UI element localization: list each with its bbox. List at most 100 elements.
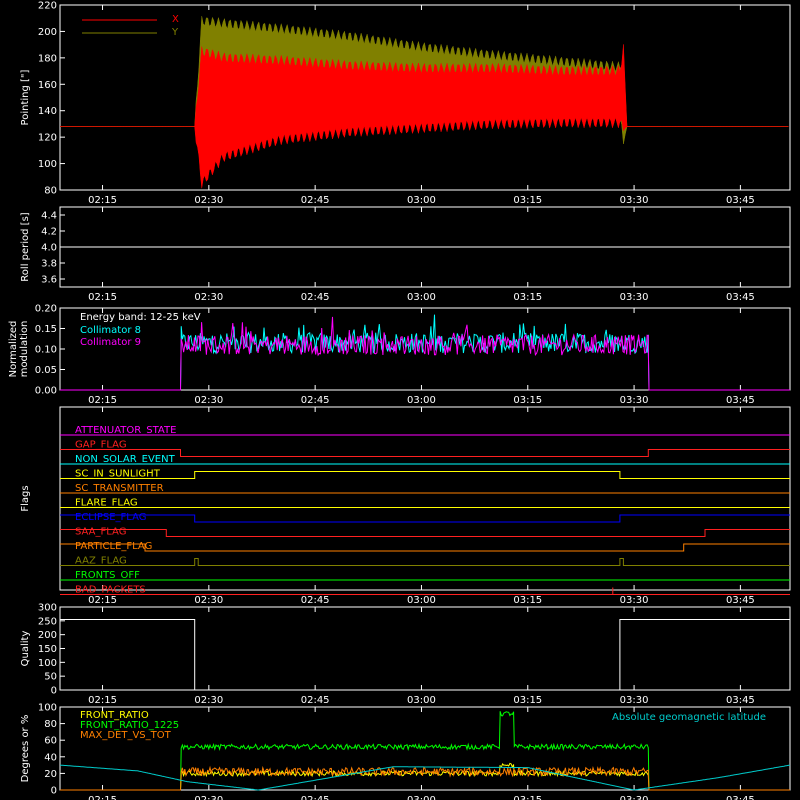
y-tick-label: 0.15 [35,324,57,335]
y-tick-label: 0 [51,786,57,797]
flag-line-bad_packets [60,587,790,595]
x-tick-label: 03:45 [726,395,755,406]
x-tick-label: 03:30 [620,795,649,800]
y-tick-label: 120 [38,133,57,144]
legend-label: Collimator 8 [80,325,141,336]
x-tick-label: 02:15 [88,695,117,706]
annotation-energy-band: Energy band: 12-25 keV [80,312,201,323]
x-tick-label: 03:45 [726,195,755,206]
panel-6: 02:15 02:30 02:45 03:00 03:15 03:30 03:45 Degre… [20,703,791,800]
x-tick-label: 02:30 [194,695,223,706]
y-tick-label: 180 [38,53,57,64]
flag-label: NON_SOLAR_EVENT [75,454,176,465]
y-tick-label: 3.8 [41,259,57,270]
x-tick-label: 03:45 [726,695,755,706]
panel-3: 02:15 02:30 02:45 03:00 03:15 03:30 03:45 Norma… [8,304,791,406]
x-tick-label: 02:45 [301,395,330,406]
y-axis-label: Pointing ["] [20,69,31,125]
y-tick-label: 100 [38,703,57,714]
x-tick-label: 02:45 [301,292,330,303]
y-tick-label: 50 [44,672,57,683]
x-tick-label: 03:30 [620,292,649,303]
x-tick-label: 02:30 [194,795,223,800]
panel-2: 02:15 02:30 02:45 03:00 03:15 03:30 03:45 Roll … [20,206,791,303]
y-axis-label: modulation [19,321,30,378]
y-tick-label: 0.10 [35,345,57,356]
x-tick-label: 03:00 [407,795,436,800]
x-tick-label: 02:45 [301,695,330,706]
series-absolute-geomagnetic-latitude [59,764,791,791]
flag-label: PARTICLE_FLAG [75,541,152,552]
x-tick-label: 02:45 [301,795,330,800]
flag-label: FRONTS_OFF [75,570,140,581]
x-tick-label: 02:45 [301,195,330,206]
y-tick-label: 40 [44,752,57,763]
flag-line-saa_flag [60,529,790,537]
x-tick-label: 03:00 [407,595,436,606]
x-tick-label: 03:45 [726,595,755,606]
x-tick-label: 03:45 [726,795,755,800]
flag-label: AAZ_FLAG [75,556,127,567]
right-legend-label: Absolute geomagnetic latitude [612,712,766,723]
y-axis-label: Quality [20,631,31,667]
flag-label: SAA_FLAG [75,527,126,538]
legend-label: MAX_DET_VS_TOT [80,730,172,741]
x-tick-label: 03:15 [513,695,542,706]
legend-label: Collimator 9 [80,337,141,348]
y-tick-label: 100 [38,159,57,170]
legend-label: X [172,14,179,25]
y-tick-label: 3.6 [41,275,57,286]
series-max_det_vs_tot [60,765,790,791]
y-axis-label: Roll period [s] [20,212,31,281]
y-tick-label: 160 [38,80,57,91]
x-tick-label: 02:15 [88,795,117,800]
x-tick-label: 02:15 [88,595,117,606]
x-tick-label: 02:15 [88,395,117,406]
x-tick-label: 03:15 [513,595,542,606]
x-tick-label: 02:30 [194,395,223,406]
flag-label: BAD_PACKETS [75,585,146,596]
x-tick-label: 03:30 [620,195,649,206]
x-tick-label: 03:30 [620,595,649,606]
series-band-x [60,44,789,189]
panel-5: 02:15 02:30 02:45 03:00 03:15 03:30 03:45 Quali… [20,603,791,706]
x-tick-label: 03:15 [513,195,542,206]
y-tick-label: 0.00 [35,386,57,397]
legend-label: FRONT_RATIO_1225 [80,720,179,731]
flag-label: SC_TRANSMITTER [75,483,164,494]
x-tick-label: 03:45 [726,292,755,303]
flag-line-particle_flag [60,543,790,552]
y-tick-label: 140 [38,106,57,117]
y-axis-label: Flags [20,485,31,511]
x-tick-label: 03:00 [407,695,436,706]
series-line [60,619,790,691]
y-tick-label: 4.4 [41,211,57,222]
flag-line-gap_flag [60,449,790,457]
flag-label: GAP_FLAG [75,440,127,451]
x-tick-label: 02:30 [194,595,223,606]
panel-1: 02:15 02:30 02:45 03:00 03:15 03:30 03:45 Point… [20,1,791,206]
flag-line-aaz_flag [60,558,790,566]
y-tick-label: 220 [38,1,57,12]
y-tick-label: 250 [38,616,57,627]
flag-label: ECLIPSE_FLAG [75,512,146,523]
x-tick-label: 02:15 [88,292,117,303]
panel-frame [59,406,791,591]
y-tick-label: 80 [44,186,57,197]
x-tick-label: 03:30 [620,395,649,406]
y-tick-label: 0 [51,686,57,697]
x-tick-label: 02:30 [194,292,223,303]
flag-label: FLARE_FLAG [75,498,138,509]
y-tick-label: 0.05 [35,365,57,376]
flag-label: SC_IN_SUNLIGHT [75,469,161,480]
y-axis-label: Normalized [8,321,19,378]
y-tick-label: 200 [38,630,57,641]
x-tick-label: 02:15 [88,195,117,206]
y-tick-label: 60 [44,736,57,747]
x-tick-label: 03:00 [407,395,436,406]
y-tick-label: 80 [44,719,57,730]
flag-label: ATTENUATOR_STATE [75,425,176,436]
x-tick-label: 03:00 [407,195,436,206]
x-tick-label: 03:15 [513,292,542,303]
